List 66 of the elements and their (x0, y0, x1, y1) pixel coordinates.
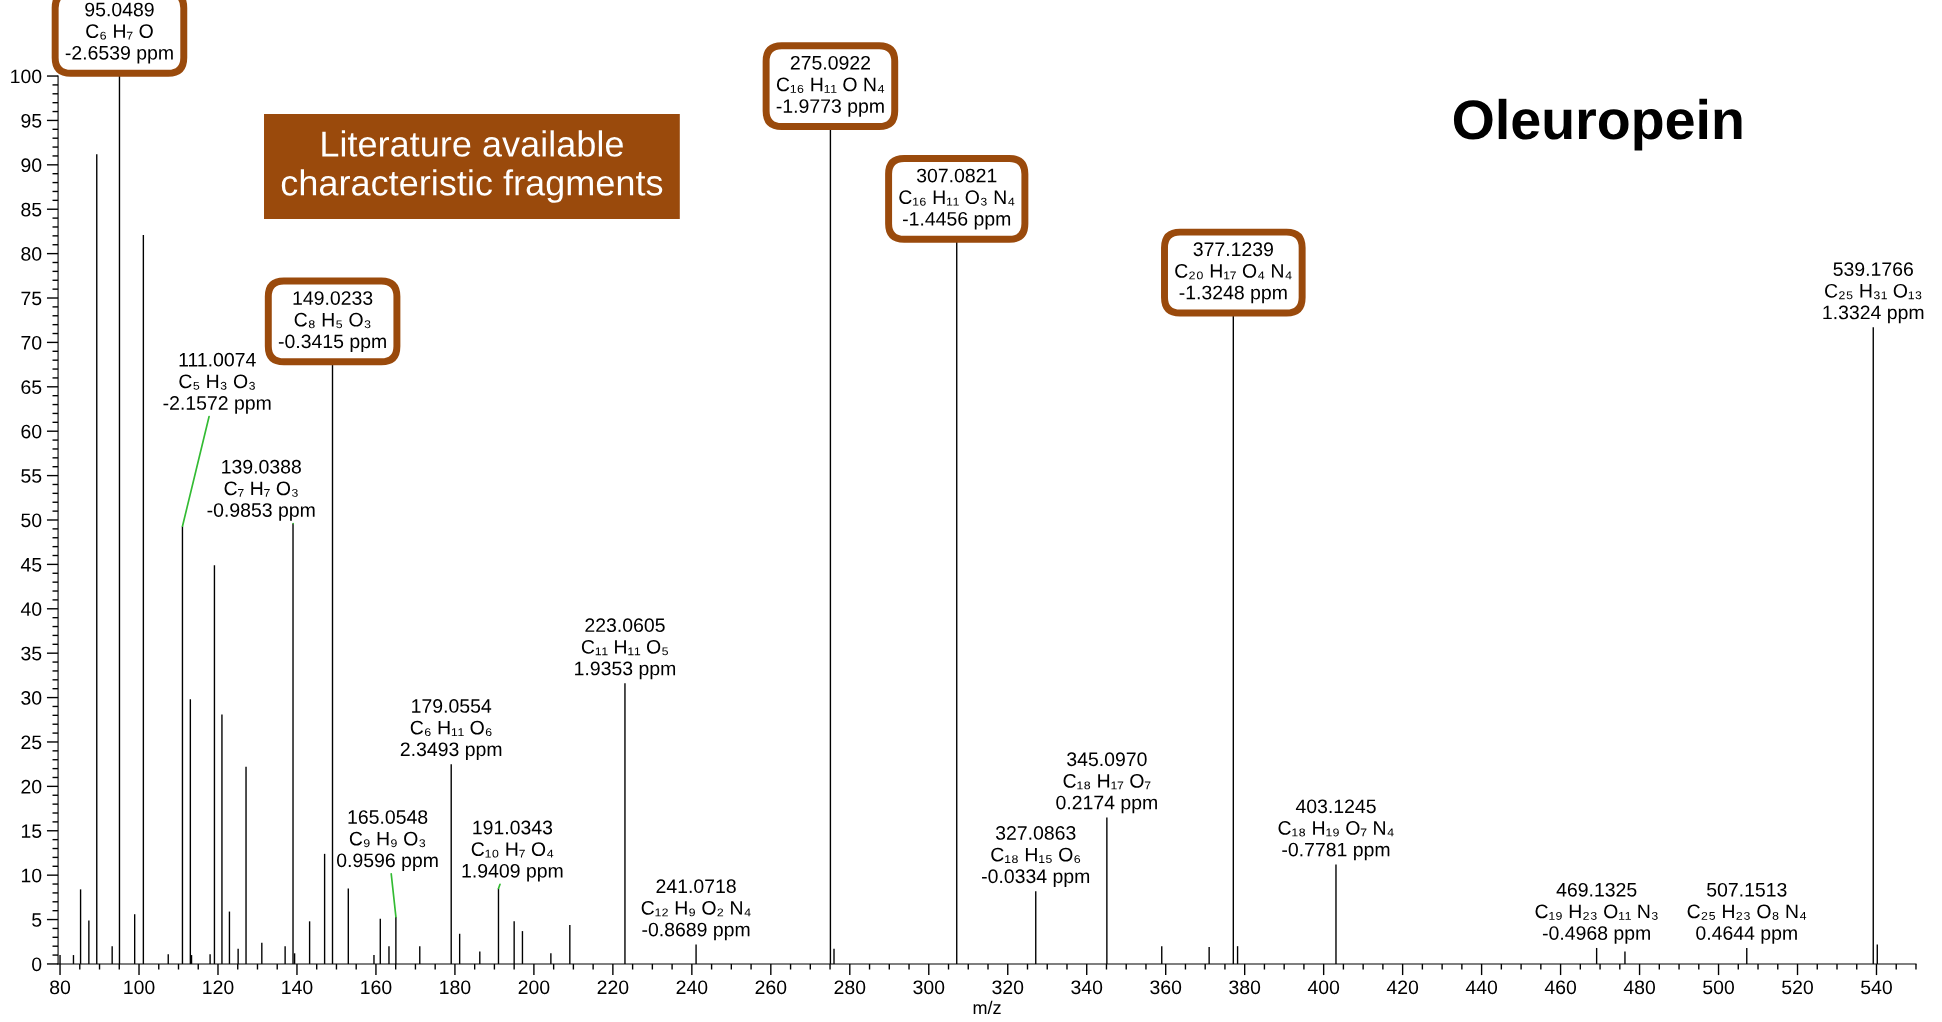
annotation: Literature available characteristic fragments (281, 130, 663, 203)
x-tick-label: 80 (50, 980, 71, 995)
x-tick-label: 380 (1229, 980, 1261, 995)
annotation: 165.0548 C₉ H₉ O₃ 0.9596 ppm (336, 810, 438, 872)
x-tick-label: 260 (755, 980, 787, 995)
x-tick-label: 440 (1465, 980, 1498, 995)
chart-title: Oleuropein (1453, 98, 1742, 151)
y-tick-label: 45 (20, 558, 42, 572)
annotation: 507.1513 C₂₅ H₂₃ O₈ N₄ 0.4644 ppm (1687, 882, 1807, 944)
annotation: 179.0554 C₆ H₁₁ O₆ 2.3493 ppm (400, 699, 502, 760)
y-tick-label: 0 (32, 957, 42, 972)
annotation: 241.0718 C₁₂ H₉ O₂ N₄ -0.8689 ppm (641, 879, 751, 941)
x-tick-label: 140 (282, 980, 313, 995)
y-tick-label: 60 (21, 424, 42, 439)
x-tick-label: 400 (1307, 980, 1340, 995)
annotation: 377.1239 C₂₀ H₁₇ O₄ N₄ -1.3248 ppm (1175, 242, 1292, 304)
x-tick-label: 160 (361, 980, 392, 995)
y-tick-label: 100 (11, 69, 42, 84)
x-tick-label: 360 (1150, 980, 1182, 995)
x-tick-label: 180 (440, 980, 471, 995)
annotation: 469.1325 C₁₉ H₂₃ O₁₁ N₃ -0.4968 ppm (1535, 882, 1658, 944)
annotation: 223.0605 C₁₁ H₁₁ O₅ 1.9353 ppm (575, 618, 676, 680)
y-tick-label: 50 (21, 513, 42, 528)
y-tick-label: 55 (21, 469, 42, 483)
x-tick-label: 200 (518, 980, 550, 995)
y-tick-label: 95 (21, 113, 42, 128)
x-tick-label: 220 (597, 980, 629, 995)
y-tick-label: 30 (21, 691, 42, 705)
y-tick-label: 75 (21, 291, 42, 306)
annotation: 139.0388 C₇ H₇ O₃ -0.9853 ppm (207, 459, 315, 521)
x-axis-title: m/z (973, 1000, 1001, 1015)
x-tick-label: 320 (992, 980, 1024, 995)
x-tick-label: 540 (1861, 980, 1892, 995)
y-tick-label: 65 (21, 380, 42, 395)
y-tick-label: 15 (21, 824, 42, 838)
annotation: 327.0863 C₁₈ H₁₅ O₆ -0.0334 ppm (982, 826, 1090, 887)
annotation: 149.0233 C₈ H₅ O₃ -0.3415 ppm (278, 291, 386, 353)
x-tick-label: 120 (203, 980, 234, 995)
x-tick-label: 460 (1544, 980, 1577, 995)
y-tick-label: 80 (21, 247, 42, 261)
x-tick-label: 240 (676, 980, 708, 995)
annotation: 539.1766 C₂₅ H₃₁ O₁₃ 1.3324 ppm (1823, 262, 1924, 324)
annotation: 403.1245 C₁₈ H₁₉ O₇ N₄ -0.7781 ppm (1278, 799, 1394, 861)
x-tick-label: 420 (1386, 980, 1419, 995)
y-tick-label: 40 (20, 602, 42, 617)
x-tick-label: 100 (124, 980, 155, 995)
x-tick-label: 300 (913, 980, 945, 995)
y-tick-label: 35 (21, 646, 42, 661)
x-tick-label: 500 (1703, 980, 1734, 995)
x-tick-label: 480 (1623, 980, 1656, 995)
y-tick-label: 5 (32, 913, 42, 927)
y-tick-label: 90 (21, 158, 42, 173)
y-tick-label: 70 (21, 335, 42, 350)
annotation: 275.0922 C₁₆ H₁₁ O N₄ -1.9773 ppm (776, 55, 885, 117)
y-tick-label: 25 (21, 735, 42, 750)
x-tick-label: 280 (834, 980, 866, 995)
y-tick-label: 20 (21, 779, 42, 794)
annotation: 95.0489 C₆ H₇ O -2.6539 ppm (65, 2, 173, 64)
annotation: 345.0970 C₁₈ H₁₇ O₇ 0.2174 ppm (1056, 752, 1157, 814)
y-tick-label: 10 (21, 868, 42, 883)
annotation: 307.0821 C₁₆ H₁₁ O₃ N₄ -1.4456 ppm (899, 168, 1015, 230)
annotation: 191.0343 C₁₀ H₇ O₄ 1.9409 ppm (462, 820, 563, 882)
x-tick-label: 520 (1782, 980, 1813, 995)
y-tick-label: 85 (21, 202, 42, 217)
x-tick-label: 340 (1071, 980, 1103, 995)
annotation: 111.0074 C₅ H₃ O₃ -2.1572 ppm (163, 352, 271, 414)
